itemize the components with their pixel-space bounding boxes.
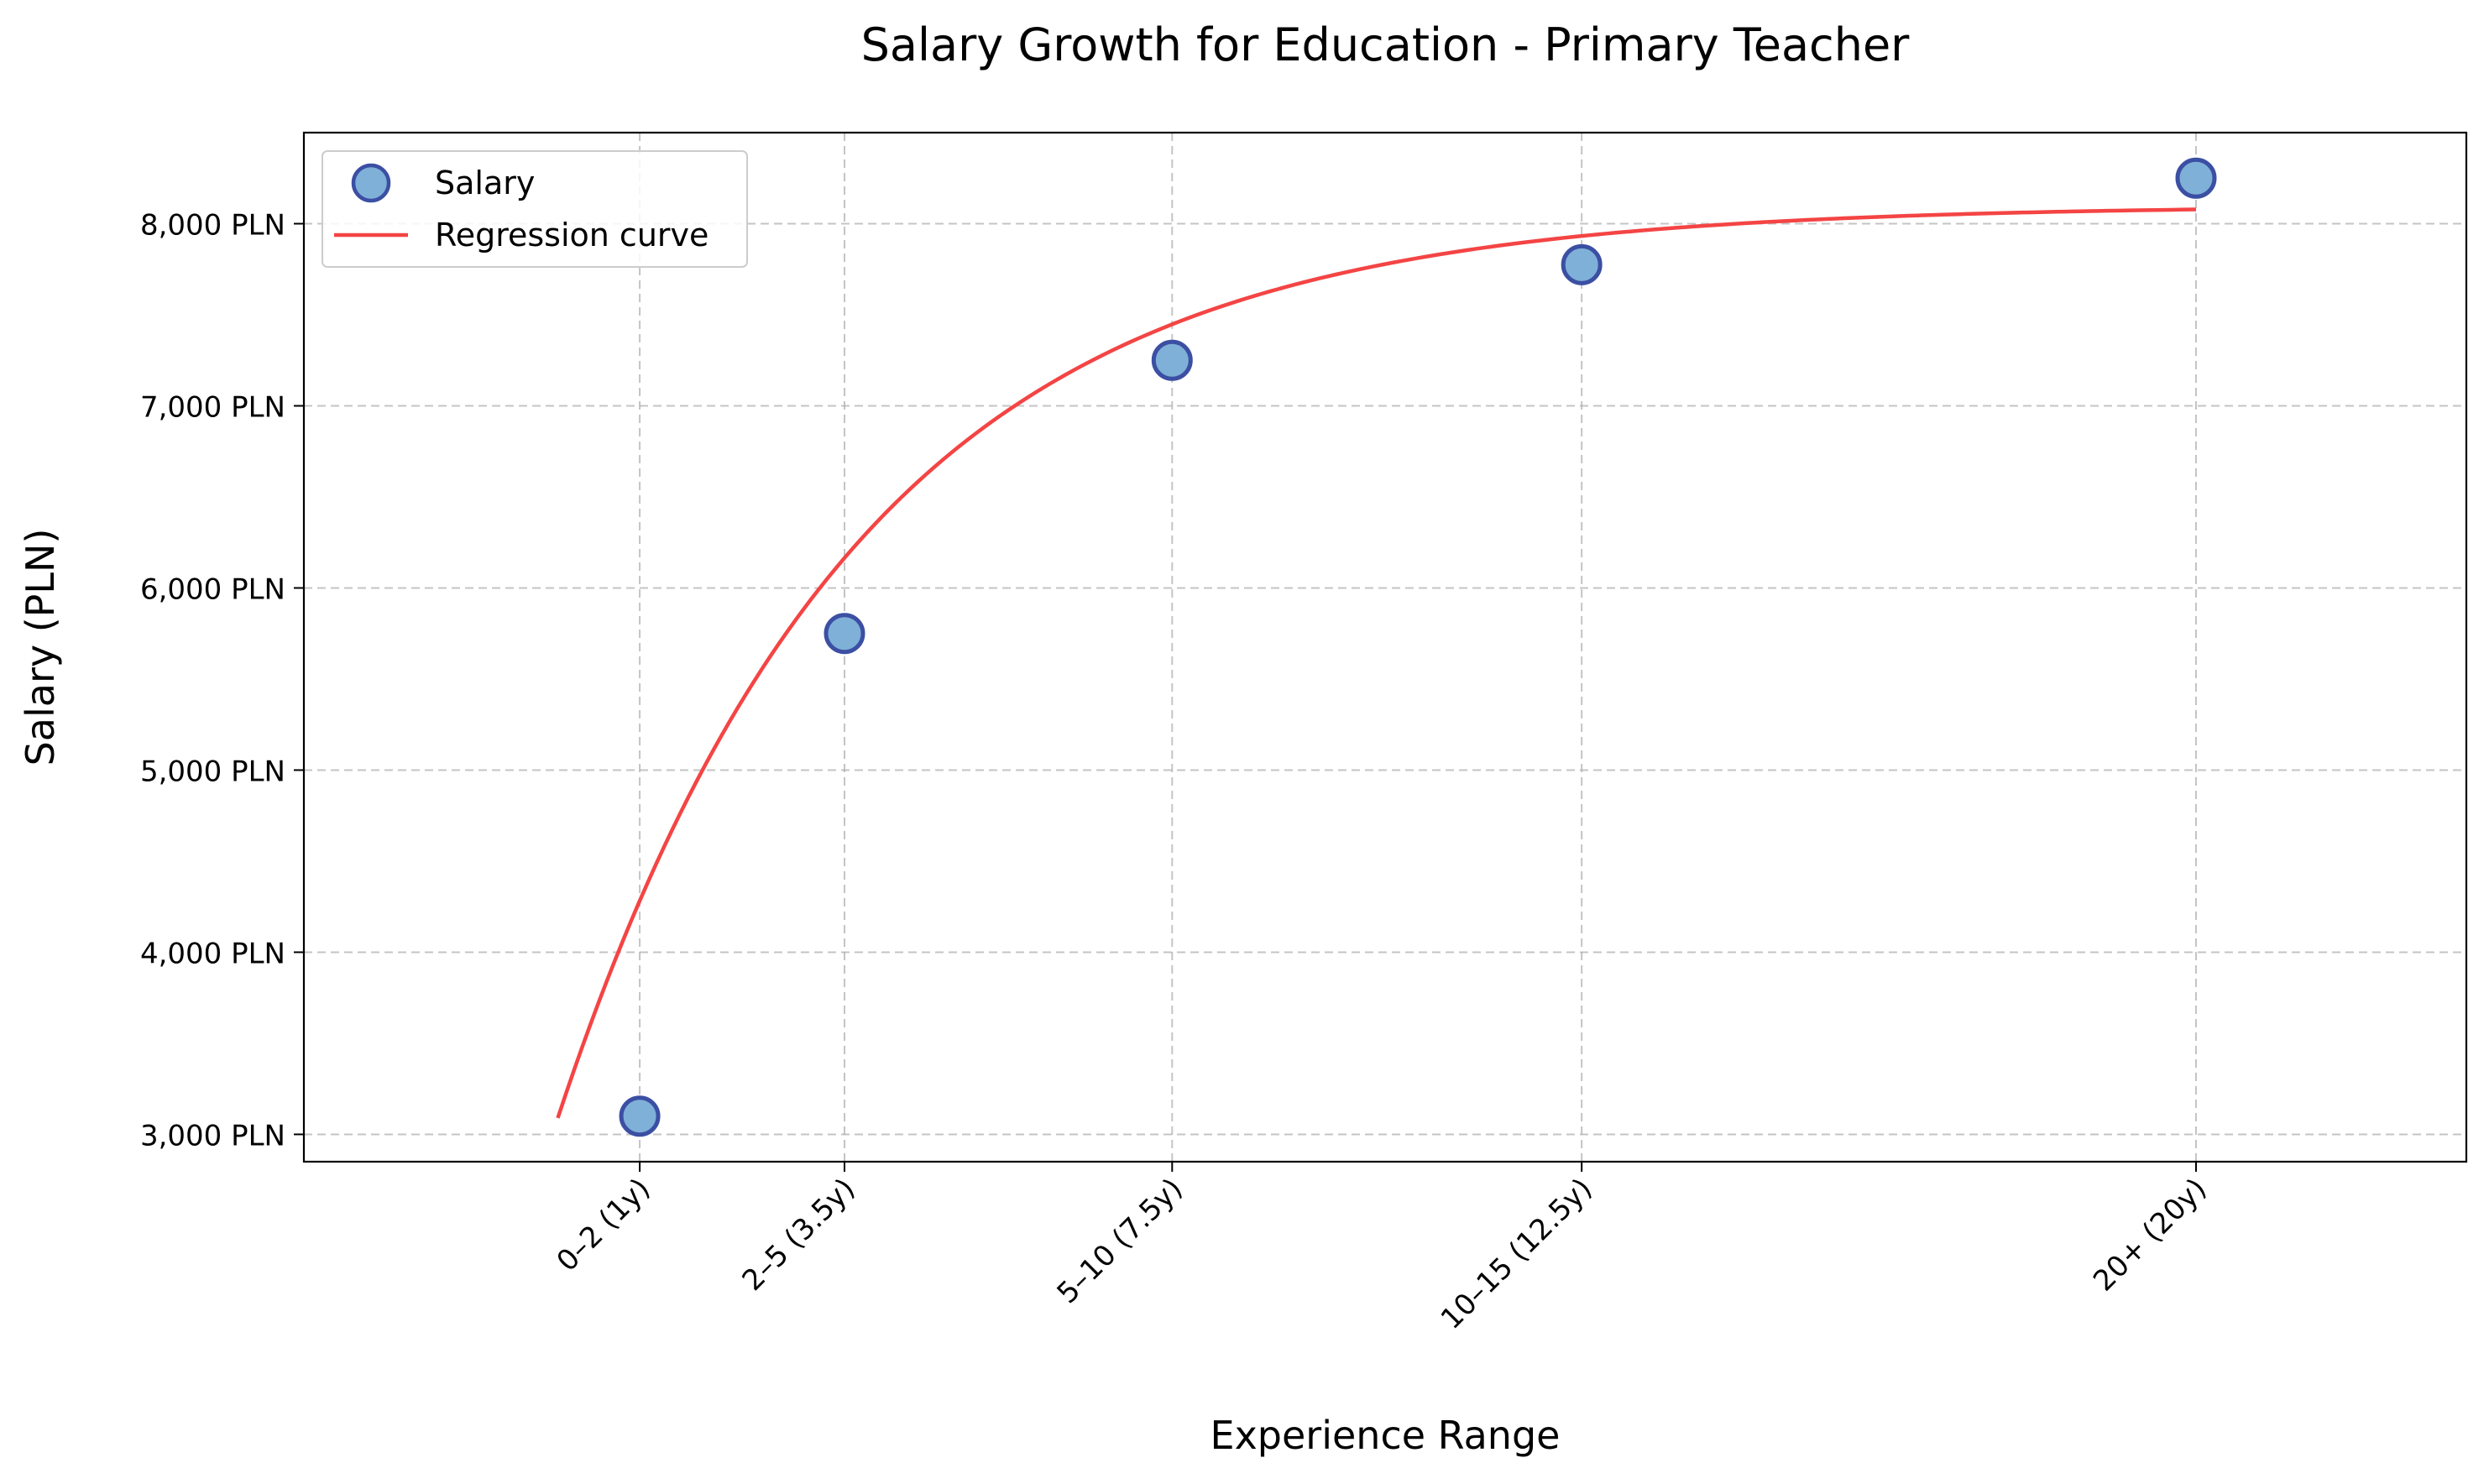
x-tick-label: 20+ (20y)	[2087, 1172, 2213, 1298]
regression-curve	[556, 207, 2197, 1119]
grid-layer	[304, 133, 2466, 1162]
y-tick-label: 7,000 PLN	[140, 390, 285, 424]
x-tick-label: 5–10 (7.5y)	[1051, 1172, 1190, 1310]
salary-point	[1151, 339, 1193, 381]
salary-point	[2175, 157, 2217, 199]
salary-point	[619, 1095, 661, 1137]
x-tick-label: 2–5 (3.5y)	[736, 1172, 862, 1298]
y-tick-label: 3,000 PLN	[140, 1119, 285, 1152]
y-tick-label: 8,000 PLN	[140, 208, 285, 242]
y-tick-label: 4,000 PLN	[140, 937, 285, 970]
chart-title: Salary Growth for Education - Primary Te…	[861, 18, 1911, 71]
legend-label-salary: Salary	[435, 165, 535, 201]
point-layer	[619, 157, 2217, 1137]
salary-point	[824, 613, 865, 655]
legend-marker-salary	[351, 163, 391, 203]
curve-layer	[556, 207, 2197, 1119]
salary-point	[1561, 243, 1603, 285]
y-tick-label: 6,000 PLN	[140, 572, 285, 606]
y-axis-label: Salary (PLN)	[18, 529, 63, 766]
x-axis-label: Experience Range	[1211, 1413, 1561, 1458]
plot-frame	[302, 131, 2468, 1163]
legend-box	[322, 150, 748, 268]
x-tick-label: 10–15 (12.5y)	[1435, 1172, 1599, 1336]
y-tick-label: 5,000 PLN	[140, 755, 285, 788]
legend: Salary Regression curve	[322, 150, 748, 268]
legend-label-regression: Regression curve	[435, 217, 709, 253]
x-tick-label: 0–2 (1y)	[551, 1172, 657, 1278]
